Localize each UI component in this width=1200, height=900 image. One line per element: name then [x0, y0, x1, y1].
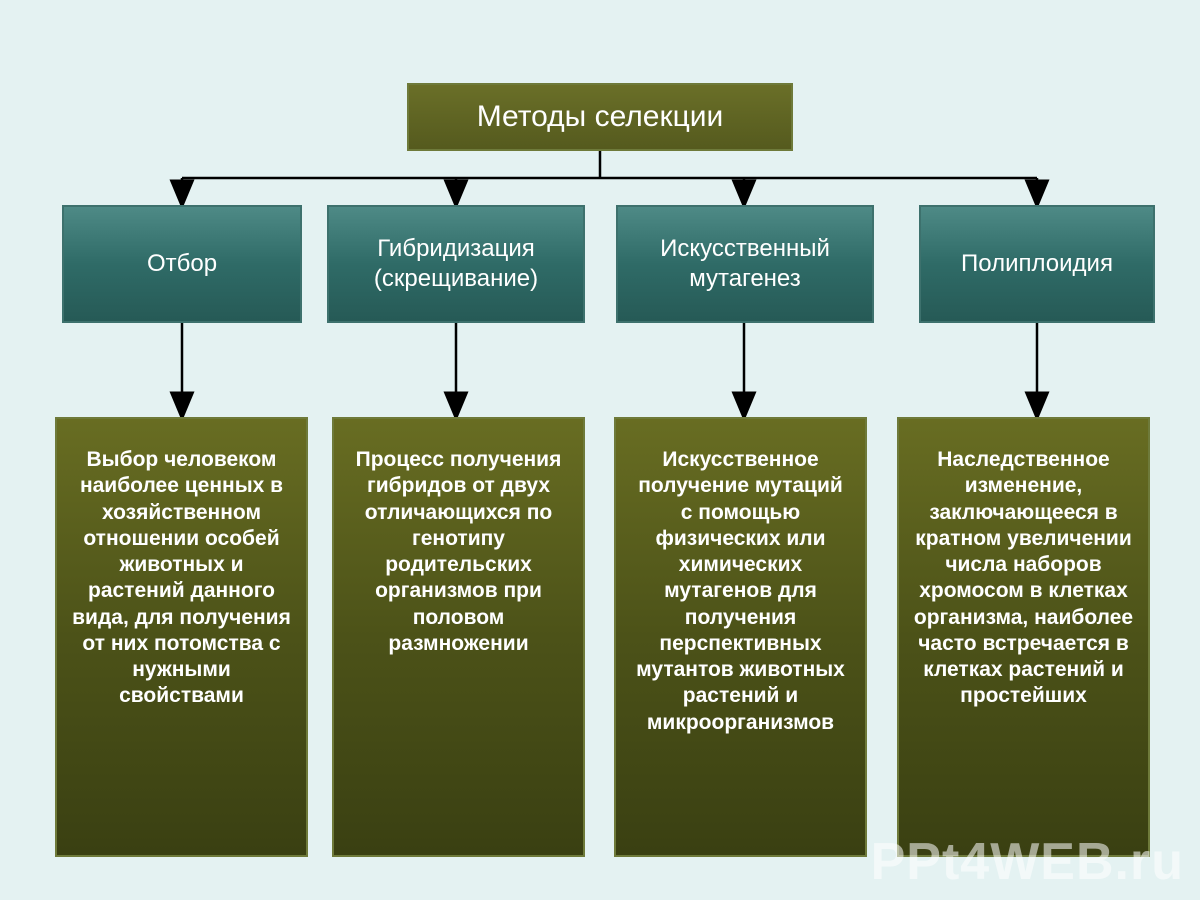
description-text: Наследственное изменение, заключающееся … [913, 447, 1134, 710]
category-label: Отбор [147, 249, 217, 279]
description-polyploidy: Наследственное изменение, заключающееся … [897, 417, 1150, 857]
category-label: Искусственный мутагенез [632, 234, 858, 294]
description-hybridization: Процесс получения гибридов от двух отлич… [332, 417, 585, 857]
description-selection: Выбор человеком наиболее ценных в хозяйс… [55, 417, 308, 857]
description-mutagenesis: Искусственное получение мутаций с помощь… [614, 417, 867, 857]
root-node: Методы селекции [407, 83, 793, 151]
root-label: Методы селекции [477, 98, 724, 136]
watermark: PPt4WEB.ru [871, 832, 1184, 892]
category-label: Гибридизация (скрещивание) [343, 234, 569, 294]
description-text: Процесс получения гибридов от двух отлич… [348, 447, 569, 657]
category-selection: Отбор [62, 205, 302, 323]
description-text: Искусственное получение мутаций с помощь… [630, 447, 851, 736]
category-label: Полиплоидия [961, 249, 1113, 279]
description-text: Выбор человеком наиболее ценных в хозяйс… [71, 447, 292, 710]
category-hybridization: Гибридизация (скрещивание) [327, 205, 585, 323]
category-mutagenesis: Искусственный мутагенез [616, 205, 874, 323]
category-polyploidy: Полиплоидия [919, 205, 1155, 323]
